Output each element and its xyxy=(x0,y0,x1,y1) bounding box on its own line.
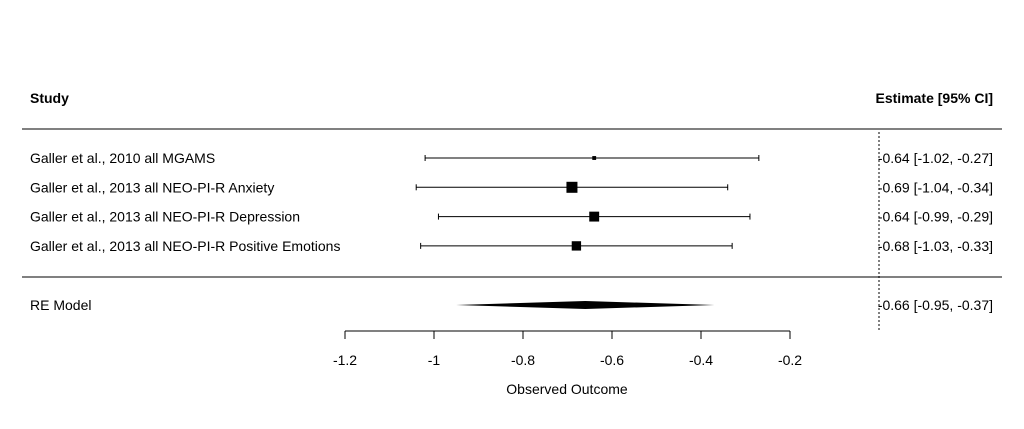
estimate-header: Estimate [95% CI] xyxy=(876,90,993,106)
point-estimate xyxy=(566,181,578,193)
summary-diamond xyxy=(456,301,715,309)
study-label: Galler et al., 2010 all MGAMS xyxy=(30,150,215,166)
summary-row: RE Model -0.66 [-0.95, -0.37] xyxy=(30,297,993,313)
estimate-text: -0.69 [-1.04, -0.34] xyxy=(878,179,993,195)
study-row: Galler et al., 2013 all NEO-PI-R Anxiety… xyxy=(30,179,993,195)
x-axis-label: Observed Outcome xyxy=(506,381,628,397)
study-label: Galler et al., 2013 all NEO-PI-R Anxiety xyxy=(30,179,274,195)
x-tick-label: -1.2 xyxy=(333,352,357,368)
study-row: Galler et al., 2013 all NEO-PI-R Depress… xyxy=(30,209,993,225)
summary-label: RE Model xyxy=(30,297,91,313)
summary-estimate-text: -0.66 [-0.95, -0.37] xyxy=(878,297,993,313)
study-row: Galler et al., 2010 all MGAMS -0.64 [-1.0… xyxy=(30,150,993,166)
point-estimate xyxy=(589,211,600,222)
point-estimate xyxy=(592,156,597,160)
estimate-text: -0.64 [-0.99, -0.29] xyxy=(878,209,993,225)
study-label: Galler et al., 2013 all NEO-PI-R Depress… xyxy=(30,209,300,225)
x-tick-label: -0.6 xyxy=(600,352,624,368)
x-tick-label: -0.2 xyxy=(778,352,802,368)
x-tick-label: -1 xyxy=(428,352,441,368)
study-row: Galler et al., 2013 all NEO-PI-R Positiv… xyxy=(30,238,993,254)
point-estimate xyxy=(571,241,582,251)
study-label: Galler et al., 2013 all NEO-PI-R Positiv… xyxy=(30,238,340,254)
estimate-text: -0.64 [-1.02, -0.27] xyxy=(878,150,993,166)
study-header: Study xyxy=(30,90,69,106)
x-tick-label: -0.4 xyxy=(689,352,713,368)
x-tick-label: -0.8 xyxy=(511,352,535,368)
estimate-text: -0.68 [-1.03, -0.33] xyxy=(878,238,993,254)
